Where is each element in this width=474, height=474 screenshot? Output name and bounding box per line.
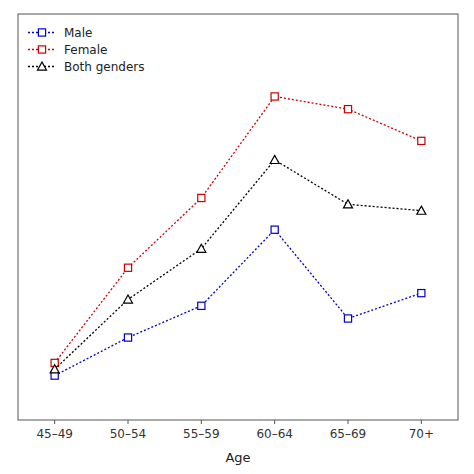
chart-container: 45–49 50–54 55–59 60–64 65–69 70+ Age Male Femal… [0, 0, 474, 474]
point-marker [124, 295, 133, 303]
x-tick [421, 420, 422, 424]
legend: Male Female Both genders [28, 26, 145, 74]
series-line [55, 96, 422, 362]
x-tick-label: 50–54 [110, 427, 147, 441]
series [51, 93, 425, 367]
legend-marker [38, 62, 47, 70]
point-marker [270, 155, 279, 163]
point-marker [418, 290, 425, 297]
series [50, 155, 426, 372]
point-marker [124, 264, 131, 271]
x-tick-label: 45–49 [36, 427, 73, 441]
legend-label: Female [64, 43, 107, 57]
point-marker [198, 194, 205, 201]
x-tick [274, 420, 275, 424]
plot-area [50, 93, 426, 379]
point-marker [417, 206, 426, 214]
x-tick-label: 65–69 [330, 427, 367, 441]
legend-marker [38, 46, 45, 53]
x-tick [54, 420, 55, 424]
x-tick [201, 420, 202, 424]
x-tick [128, 420, 129, 424]
x-axis-label: Age [225, 450, 250, 465]
legend-label: Both genders [64, 60, 145, 74]
series [51, 226, 425, 379]
point-marker [344, 315, 351, 322]
point-marker [271, 226, 278, 233]
point-marker [50, 365, 59, 373]
legend-marker [38, 29, 45, 36]
series-line [55, 160, 422, 369]
chart-svg: 45–49 50–54 55–59 60–64 65–69 70+ Age Male Femal… [0, 0, 474, 474]
x-axis: 45–49 50–54 55–59 60–64 65–69 70+ [36, 420, 434, 441]
x-tick-label: 60–64 [256, 427, 293, 441]
x-tick [348, 420, 349, 424]
x-tick-label: 55–59 [183, 427, 220, 441]
point-marker [197, 244, 206, 252]
plot-frame [18, 14, 458, 420]
point-marker [344, 106, 351, 113]
point-marker [198, 302, 205, 309]
point-marker [124, 334, 131, 341]
point-marker [418, 137, 425, 144]
series-line [55, 230, 422, 376]
point-marker [271, 93, 278, 100]
legend-label: Male [64, 26, 92, 40]
x-tick-label: 70+ [409, 427, 434, 441]
point-marker [344, 200, 353, 208]
